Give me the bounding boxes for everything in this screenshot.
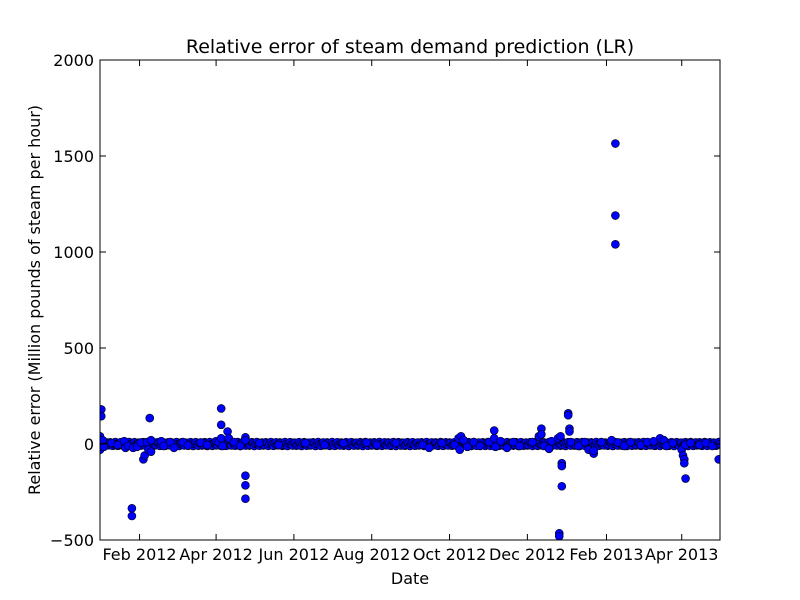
data-point — [469, 437, 479, 447]
y-tick-label: 500 — [63, 339, 94, 358]
data-points-layer — [100, 139, 720, 540]
data-point — [580, 437, 590, 447]
data-point — [515, 441, 525, 451]
data-point — [146, 435, 156, 445]
data-point — [565, 427, 574, 436]
data-point — [557, 461, 567, 471]
axes-frame — [99, 59, 721, 541]
x-tick-label: Feb 2012 — [102, 545, 176, 564]
data-point — [708, 441, 717, 451]
y-tick-label: −500 — [50, 531, 94, 550]
data-point — [424, 443, 434, 453]
data-point — [320, 440, 329, 450]
y-axis-ticks: −500 0 500 1000 1500 2000 — [50, 51, 720, 550]
x-tick-label: Dec 2012 — [489, 545, 566, 564]
data-point — [620, 441, 629, 451]
data-point — [362, 438, 371, 447]
data-point — [686, 438, 695, 448]
data-point — [437, 438, 447, 448]
data-point — [159, 441, 169, 451]
data-point — [556, 432, 565, 441]
y-tick-label: 1500 — [53, 147, 94, 166]
data-point — [372, 440, 382, 450]
data-point — [127, 511, 137, 521]
data-point — [216, 433, 226, 443]
y-axis-label: Relative error (Million pounds of steam … — [25, 105, 44, 495]
data-point — [229, 437, 239, 447]
chart-title: Relative error of steam demand predictio… — [186, 36, 634, 58]
data-point — [202, 440, 212, 450]
data-point — [216, 404, 226, 413]
data-point — [301, 438, 310, 448]
data-point — [679, 458, 689, 468]
data-point — [681, 474, 690, 483]
data-point — [554, 531, 564, 540]
data-point — [100, 411, 106, 421]
data-point — [339, 438, 348, 448]
data-point — [626, 437, 636, 447]
data-point — [241, 435, 250, 445]
data-point — [537, 430, 546, 439]
data-point — [557, 481, 567, 491]
data-point — [169, 443, 179, 453]
data-point — [611, 139, 620, 148]
data-point — [241, 471, 250, 480]
y-tick-label: 0 — [84, 435, 94, 454]
data-point — [391, 438, 401, 448]
data-point — [566, 437, 576, 447]
y-tick-label: 2000 — [53, 51, 94, 70]
data-point — [668, 438, 678, 448]
x-tick-label: Jun 2012 — [258, 545, 330, 564]
data-point — [455, 445, 465, 455]
data-point — [589, 446, 599, 456]
x-tick-label: Apr 2012 — [179, 545, 252, 564]
data-point — [496, 436, 505, 446]
data-point — [216, 420, 226, 430]
data-point — [491, 442, 500, 452]
data-point — [563, 410, 573, 420]
x-axis-ticks: Feb 2012 Apr 2012 Jun 2012 Aug 2012 Oct 2012… — [102, 60, 718, 564]
data-point — [714, 455, 720, 464]
x-tick-label: Apr 2013 — [645, 545, 718, 564]
data-point — [611, 211, 620, 220]
data-point — [544, 444, 554, 454]
x-tick-label: Oct 2012 — [413, 545, 486, 564]
plot-area — [100, 139, 720, 540]
data-point — [255, 438, 264, 448]
data-point — [241, 494, 250, 504]
data-point — [100, 442, 109, 452]
data-point — [459, 435, 468, 445]
data-point — [475, 441, 485, 451]
data-point — [113, 440, 123, 450]
data-point — [218, 441, 227, 451]
data-point — [274, 440, 283, 450]
y-tick-label: 1000 — [53, 243, 94, 262]
data-point — [502, 443, 512, 453]
data-point — [463, 442, 472, 452]
x-tick-label: Aug 2012 — [333, 545, 410, 564]
data-point — [127, 504, 137, 513]
x-tick-label: Feb 2013 — [569, 545, 643, 564]
data-point — [528, 437, 537, 447]
data-point — [236, 441, 245, 451]
data-point — [183, 441, 193, 450]
x-axis-label: Date — [391, 569, 429, 588]
data-point — [509, 437, 518, 447]
data-point — [489, 426, 499, 435]
data-point — [574, 441, 583, 451]
data-point — [145, 413, 155, 423]
data-point — [241, 480, 250, 490]
data-point — [146, 447, 156, 456]
data-point — [611, 240, 620, 249]
data-point — [597, 437, 606, 447]
